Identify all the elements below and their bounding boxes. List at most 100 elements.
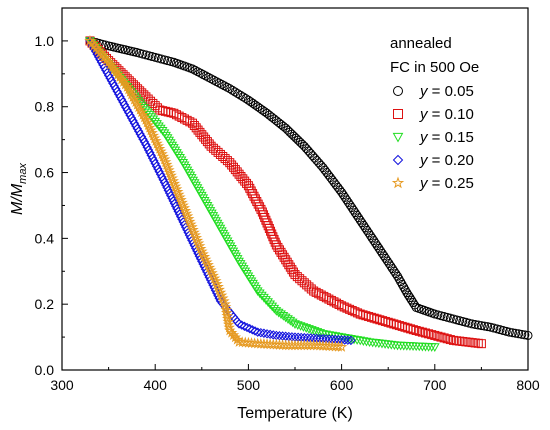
data-point: [222, 318, 235, 330]
legend-label-value: = 0.15: [428, 129, 474, 146]
data-point: [399, 282, 409, 292]
data-point: [259, 293, 269, 303]
data-point: [337, 187, 347, 197]
data-point: [381, 253, 391, 263]
data-point: [400, 285, 410, 295]
data-point: [429, 343, 440, 352]
data-point: [155, 145, 167, 157]
data-point: [219, 298, 231, 310]
data-point: [276, 247, 286, 257]
data-point: [507, 328, 517, 338]
y-axis-ticks: 0.0 0.2 0.4 0.6 0.8 1.0: [35, 7, 68, 378]
data-point: [157, 150, 170, 162]
legend-entry: y = 0.25: [391, 175, 474, 192]
data-point: [189, 229, 201, 241]
data-point: [208, 272, 221, 284]
legend-label-value: = 0.05: [428, 83, 474, 100]
x-axis-ticks: 300 400 500 600 700 800: [50, 364, 540, 393]
data-point: [281, 255, 291, 265]
data-point: [94, 46, 107, 58]
data-point: [221, 312, 234, 324]
data-point: [359, 220, 369, 230]
data-point: [146, 127, 158, 138]
legend-label: y = 0.05: [419, 83, 474, 100]
data-point: [125, 88, 138, 100]
data-point: [248, 98, 258, 108]
data-point: [377, 248, 387, 258]
data-point: [151, 137, 163, 149]
data-point: [225, 326, 238, 338]
data-point: [287, 265, 297, 275]
data-point: [483, 322, 493, 332]
data-point: [137, 108, 149, 120]
data-point: [254, 289, 265, 299]
series-5: [84, 34, 348, 352]
data-point: [408, 325, 418, 335]
data-point: [343, 335, 353, 345]
data-point: [145, 124, 157, 136]
data-point: [411, 326, 421, 336]
data-point: [142, 119, 155, 131]
legend-title-line-1: annealed: [390, 35, 452, 52]
data-point: [169, 180, 182, 192]
data-point: [190, 231, 203, 243]
data-point: [130, 96, 142, 108]
data-point: [112, 68, 124, 80]
data-point: [403, 290, 413, 300]
data-point: [274, 245, 284, 255]
data-point: [166, 172, 178, 184]
data-point: [355, 215, 365, 225]
data-point: [98, 51, 111, 63]
data-point: [182, 115, 192, 125]
data-point: [374, 243, 384, 253]
data-point: [157, 127, 168, 136]
data-point: [279, 252, 289, 262]
x-tick-label: 400: [144, 377, 168, 393]
data-point: [222, 315, 234, 327]
data-point: [179, 204, 192, 216]
data-point: [308, 151, 318, 161]
data-point: [332, 340, 345, 352]
legend-label-var: y: [419, 83, 429, 100]
data-point: [318, 330, 328, 339]
data-point: [102, 56, 115, 68]
data-point: [110, 66, 122, 78]
data-point: [154, 122, 164, 132]
data-point: [134, 103, 146, 115]
data-point: [150, 134, 162, 146]
data-point: [207, 269, 219, 281]
data-point: [442, 334, 452, 344]
data-point: [239, 336, 252, 348]
data-point: [165, 169, 177, 181]
data-point: [106, 61, 119, 73]
data-point: [312, 155, 322, 165]
legend: annealed FC in 500 Oe y = 0.05y = 0.10y …: [390, 35, 479, 192]
data-point: [382, 256, 392, 266]
series-1: [85, 36, 533, 340]
data-point: [389, 266, 399, 276]
y-tick-label: 0.0: [35, 362, 55, 378]
data-point: [315, 329, 326, 338]
data-point: [186, 221, 198, 233]
data-point: [221, 309, 233, 321]
legend-entry: y = 0.15: [392, 129, 474, 146]
data-point: [367, 233, 377, 243]
legend-label: y = 0.25: [419, 175, 474, 192]
data-point: [160, 158, 173, 170]
data-point: [361, 337, 372, 347]
data-point: [225, 84, 235, 94]
data-point: [242, 322, 252, 333]
data-point: [278, 250, 288, 260]
data-point: [335, 340, 348, 352]
data-point: [365, 231, 375, 241]
legend-label-var: y: [419, 175, 429, 192]
data-point: [187, 223, 199, 235]
legend-label: y = 0.20: [419, 152, 474, 169]
data-point: [184, 215, 196, 227]
data-point: [119, 78, 132, 90]
data-point: [473, 320, 483, 330]
data-point: [369, 236, 379, 246]
data-point: [229, 331, 242, 343]
data-point: [358, 337, 369, 346]
